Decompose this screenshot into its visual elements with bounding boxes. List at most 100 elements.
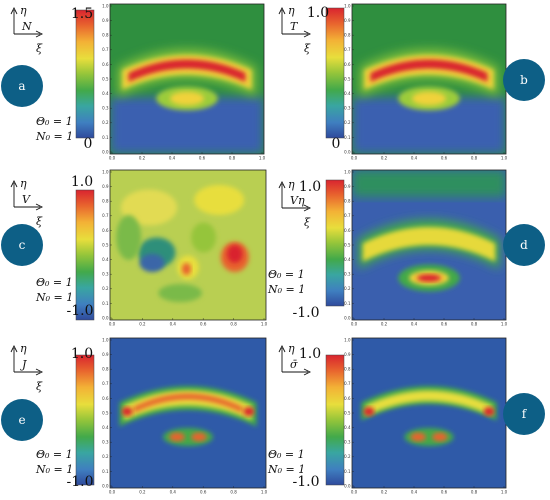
x-tick-label: 0.2: [139, 322, 146, 327]
y-tick-label: 0.2: [344, 120, 351, 125]
y-tick-label: 0.8: [344, 367, 351, 372]
x-tick-label: 0.0: [109, 156, 116, 161]
panel-badge: [503, 393, 545, 435]
field-top-region: [352, 170, 506, 197]
inner-lobe-left: [410, 432, 426, 442]
y-tick-label: 1.0: [344, 337, 351, 342]
x-tick-label: 0.2: [381, 156, 388, 161]
y-tick-label: 0.7: [344, 47, 351, 52]
colorbar-min-label: 0: [332, 136, 341, 152]
arc-band: [362, 227, 496, 262]
panel-badge-label: a: [18, 79, 25, 93]
panel-e: η ξJ 1.0 -1.0 1.0 0.9 0.8 0.7 0.6 0.5 0.4 0.3 0.2 0.1…: [1, 337, 268, 495]
noise-blob-0: [120, 189, 178, 226]
colorbar: [325, 354, 345, 486]
noise-blob-1: [194, 185, 245, 215]
noise-blob-8: [116, 215, 142, 260]
y-tick-label: 0.1: [344, 135, 351, 140]
y-tick-label: 0.6: [102, 228, 109, 233]
y-tick-label: 0.0: [344, 149, 351, 154]
y-tick-label: 0.1: [344, 301, 351, 306]
arc-band: [365, 390, 493, 416]
quantity-symbol: T: [290, 20, 299, 33]
y-tick-label: 0.2: [344, 286, 351, 291]
y-tick-label: 0.0: [344, 315, 351, 320]
noise-blob-9: [191, 222, 217, 253]
y-tick-label: 0.3: [102, 440, 109, 445]
y-tick-label: 0.8: [344, 33, 351, 38]
inner-lobe-left: [169, 432, 185, 442]
panel-badge-label: e: [18, 413, 25, 427]
panel-badge: [1, 399, 43, 441]
coordinate-axes-icon: η ξN: [10, 4, 44, 55]
colorbar-min-label: 0: [84, 136, 93, 152]
coordinate-axes-icon: η ξ Vη: [278, 178, 312, 229]
y-tick-label: 0.9: [344, 352, 351, 357]
y-tick-label: 0.6: [344, 396, 351, 401]
colorbar: [75, 189, 95, 321]
xi-axis-label: ξ: [36, 42, 43, 55]
arc-band: [124, 390, 252, 421]
panel-badge-label: b: [520, 73, 528, 87]
inner-lobe-right: [191, 432, 207, 442]
y-tick-label: 0.3: [344, 440, 351, 445]
x-tick-label: 0.0: [109, 322, 116, 327]
x-tick-label: 0.4: [411, 322, 418, 327]
arc-end-left: [363, 407, 375, 416]
panel-badge: [503, 224, 545, 266]
arc-halo: [361, 386, 497, 421]
y-tick-label: 0.1: [344, 469, 351, 474]
colorbar-max-label: 1.0: [307, 5, 329, 21]
inner-blob: [170, 91, 204, 106]
y-tick-label: 0.1: [102, 469, 109, 474]
parameter-theta-label: Θ₀ = 1: [36, 115, 73, 128]
y-tick-label: 0.5: [344, 410, 351, 415]
panel-badge-label: d: [520, 238, 528, 252]
x-tick-label: 1.0: [259, 156, 266, 161]
y-tick-label: 0.7: [102, 381, 109, 386]
noise-blob-3: [139, 254, 165, 272]
y-tick-label: 0.0: [102, 149, 109, 154]
x-tick-label: 0.2: [139, 156, 146, 161]
arc-core: [128, 59, 246, 82]
y-tick-label: 0.5: [344, 76, 351, 81]
y-tick-label: 0.8: [102, 199, 109, 204]
y-tick-label: 0.6: [344, 62, 351, 67]
x-tick-label: 0.8: [471, 156, 478, 161]
y-tick-label: 0.9: [102, 18, 109, 23]
quantity-symbol: σ̄: [290, 358, 298, 371]
parameter-n-label: N₀ = 1: [267, 283, 305, 296]
x-tick-label: 0.0: [351, 322, 358, 327]
x-tick-label: 0.6: [441, 490, 448, 495]
coordinate-axes-icon: η ξT: [278, 4, 312, 55]
noise-blob-10: [158, 284, 203, 302]
x-tick-label: 0.8: [230, 490, 237, 495]
quantity-symbol: V: [22, 193, 31, 206]
parameter-n-label: N₀ = 1: [35, 130, 73, 143]
y-tick-label: 0.4: [344, 425, 351, 430]
y-tick-label: 0.2: [102, 120, 109, 125]
y-tick-label: 1.0: [102, 337, 109, 342]
parameter-n-label: N₀ = 1: [267, 463, 305, 476]
y-tick-label: 0.5: [102, 76, 109, 81]
x-tick-label: 1.0: [261, 490, 268, 495]
y-tick-label: 0.3: [344, 106, 351, 111]
x-tick-label: 1.0: [261, 322, 268, 327]
parameter-theta-label: Θ₀ = 1: [36, 276, 73, 289]
xi-axis-label: ξ: [36, 215, 43, 228]
y-tick-label: 0.4: [102, 257, 109, 262]
colorbar-min-label: -1.0: [67, 474, 94, 490]
eta-axis-label: η: [20, 342, 27, 355]
panel-badge-label: c: [19, 238, 26, 252]
y-tick-label: 0.7: [102, 213, 109, 218]
eta-axis-label: η: [288, 4, 295, 17]
y-tick-label: 0.0: [102, 483, 109, 488]
eta-axis-label: η: [20, 4, 27, 17]
colorbar: [75, 354, 95, 486]
y-tick-label: 0.5: [102, 410, 109, 415]
y-tick-label: 0.6: [102, 396, 109, 401]
y-tick-label: 0.6: [344, 228, 351, 233]
noise-blob-7: [227, 245, 243, 263]
coordinate-axes-icon: η ξJ: [10, 342, 44, 393]
panel-badge: [503, 59, 545, 101]
